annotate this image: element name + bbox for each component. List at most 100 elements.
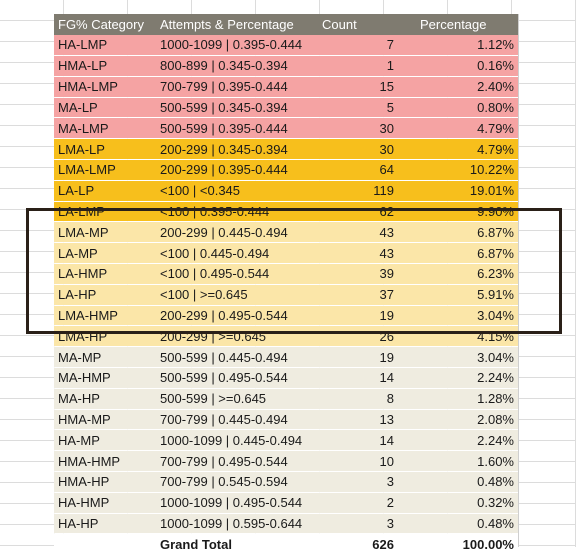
category-cell[interactable]: LMA-HMP	[54, 305, 156, 327]
percentage-cell[interactable]: 0.80%	[398, 97, 518, 119]
percentage-cell[interactable]: 1.28%	[398, 388, 518, 410]
count-cell[interactable]: 15	[318, 76, 398, 98]
count-cell[interactable]: 2	[318, 492, 398, 514]
percentage-cell[interactable]: 6.87%	[398, 242, 518, 265]
count-cell[interactable]: 43	[318, 221, 398, 244]
count-cell[interactable]: 13	[318, 409, 398, 431]
category-cell[interactable]: MA-HP	[54, 388, 156, 410]
grand-total-blank-cell[interactable]	[54, 533, 156, 555]
grand-total-percentage[interactable]: 100.00%	[398, 533, 518, 555]
category-cell[interactable]: HMA-LMP	[54, 76, 156, 98]
header-attempts-percentage[interactable]: Attempts & Percentage	[156, 14, 318, 35]
header-percentage[interactable]: Percentage	[398, 14, 518, 35]
count-cell[interactable]: 37	[318, 284, 398, 306]
category-cell[interactable]: HMA-MP	[54, 409, 156, 431]
attempts-cell[interactable]: 500-599 | 0.395-0.444	[156, 117, 318, 140]
count-cell[interactable]: 62	[318, 201, 398, 223]
count-cell[interactable]: 8	[318, 388, 398, 410]
count-cell[interactable]: 39	[318, 263, 398, 285]
percentage-cell[interactable]: 2.08%	[398, 409, 518, 431]
percentage-cell[interactable]: 3.04%	[398, 305, 518, 327]
percentage-cell[interactable]: 2.40%	[398, 76, 518, 98]
category-cell[interactable]: MA-MP	[54, 346, 156, 369]
percentage-cell[interactable]: 0.48%	[398, 471, 518, 493]
count-cell[interactable]: 5	[318, 97, 398, 119]
count-cell[interactable]: 19	[318, 305, 398, 327]
count-cell[interactable]: 64	[318, 159, 398, 181]
attempts-cell[interactable]: 200-299 | 0.445-0.494	[156, 221, 318, 244]
category-cell[interactable]: HA-MP	[54, 429, 156, 452]
count-cell[interactable]: 14	[318, 429, 398, 452]
attempts-cell[interactable]: 700-799 | 0.395-0.444	[156, 76, 318, 98]
attempts-cell[interactable]: 500-599 | >=0.645	[156, 388, 318, 410]
percentage-cell[interactable]: 1.12%	[398, 34, 518, 57]
percentage-cell[interactable]: 4.15%	[398, 325, 518, 348]
percentage-cell[interactable]: 4.79%	[398, 117, 518, 140]
percentage-cell[interactable]: 0.48%	[398, 513, 518, 535]
attempts-cell[interactable]: 200-299 | 0.495-0.544	[156, 305, 318, 327]
percentage-cell[interactable]: 0.16%	[398, 55, 518, 77]
attempts-cell[interactable]: 1000-1099 | 0.595-0.644	[156, 513, 318, 535]
category-cell[interactable]: HMA-LP	[54, 55, 156, 77]
percentage-cell[interactable]: 2.24%	[398, 429, 518, 452]
count-cell[interactable]: 30	[318, 117, 398, 140]
attempts-cell[interactable]: <100 | >=0.645	[156, 284, 318, 306]
count-cell[interactable]: 10	[318, 450, 398, 473]
category-cell[interactable]: HMA-HP	[54, 471, 156, 493]
percentage-cell[interactable]: 6.23%	[398, 263, 518, 285]
attempts-cell[interactable]: 500-599 | 0.445-0.494	[156, 346, 318, 369]
category-cell[interactable]: HMA-HMP	[54, 450, 156, 473]
percentage-cell[interactable]: 19.01%	[398, 180, 518, 202]
category-cell[interactable]: MA-LP	[54, 97, 156, 119]
category-cell[interactable]: HA-HP	[54, 513, 156, 535]
attempts-cell[interactable]: 1000-1099 | 0.445-0.494	[156, 429, 318, 452]
attempts-cell[interactable]: <100 | 0.445-0.494	[156, 242, 318, 265]
count-cell[interactable]: 3	[318, 471, 398, 493]
category-cell[interactable]: LA-LP	[54, 180, 156, 202]
category-cell[interactable]: LA-HP	[54, 284, 156, 306]
attempts-cell[interactable]: 700-799 | 0.545-0.594	[156, 471, 318, 493]
attempts-cell[interactable]: 200-299 | 0.395-0.444	[156, 159, 318, 181]
attempts-cell[interactable]: 200-299 | 0.345-0.394	[156, 138, 318, 161]
grand-total-count[interactable]: 626	[318, 533, 398, 555]
header-fg-category[interactable]: FG% Category	[54, 14, 156, 35]
count-cell[interactable]: 30	[318, 138, 398, 161]
attempts-cell[interactable]: 1000-1099 | 0.395-0.444	[156, 34, 318, 57]
category-cell[interactable]: LMA-HP	[54, 325, 156, 348]
category-cell[interactable]: LA-LMP	[54, 201, 156, 223]
count-cell[interactable]: 1	[318, 55, 398, 77]
category-cell[interactable]: HA-LMP	[54, 34, 156, 57]
percentage-cell[interactable]: 5.91%	[398, 284, 518, 306]
category-cell[interactable]: LMA-MP	[54, 221, 156, 244]
attempts-cell[interactable]: 500-599 | 0.495-0.544	[156, 367, 318, 389]
category-cell[interactable]: LMA-LMP	[54, 159, 156, 181]
count-cell[interactable]: 119	[318, 180, 398, 202]
category-cell[interactable]: MA-HMP	[54, 367, 156, 389]
category-cell[interactable]: HA-HMP	[54, 492, 156, 514]
percentage-cell[interactable]: 3.04%	[398, 346, 518, 369]
count-cell[interactable]: 26	[318, 325, 398, 348]
percentage-cell[interactable]: 4.79%	[398, 138, 518, 161]
category-cell[interactable]: MA-LMP	[54, 117, 156, 140]
attempts-cell[interactable]: 700-799 | 0.445-0.494	[156, 409, 318, 431]
count-cell[interactable]: 19	[318, 346, 398, 369]
attempts-cell[interactable]: 1000-1099 | 0.495-0.544	[156, 492, 318, 514]
percentage-cell[interactable]: 6.87%	[398, 221, 518, 244]
count-cell[interactable]: 7	[318, 34, 398, 57]
category-cell[interactable]: LA-HMP	[54, 263, 156, 285]
count-cell[interactable]: 14	[318, 367, 398, 389]
grand-total-label[interactable]: Grand Total	[156, 533, 318, 555]
count-cell[interactable]: 43	[318, 242, 398, 265]
category-cell[interactable]: LA-MP	[54, 242, 156, 265]
attempts-cell[interactable]: 700-799 | 0.495-0.544	[156, 450, 318, 473]
attempts-cell[interactable]: 200-299 | >=0.645	[156, 325, 318, 348]
header-count[interactable]: Count	[318, 14, 398, 35]
percentage-cell[interactable]: 0.32%	[398, 492, 518, 514]
percentage-cell[interactable]: 9.90%	[398, 201, 518, 223]
percentage-cell[interactable]: 1.60%	[398, 450, 518, 473]
attempts-cell[interactable]: <100 | 0.395-0.444	[156, 201, 318, 223]
category-cell[interactable]: LMA-LP	[54, 138, 156, 161]
attempts-cell[interactable]: 500-599 | 0.345-0.394	[156, 97, 318, 119]
attempts-cell[interactable]: <100 | <0.345	[156, 180, 318, 202]
count-cell[interactable]: 3	[318, 513, 398, 535]
